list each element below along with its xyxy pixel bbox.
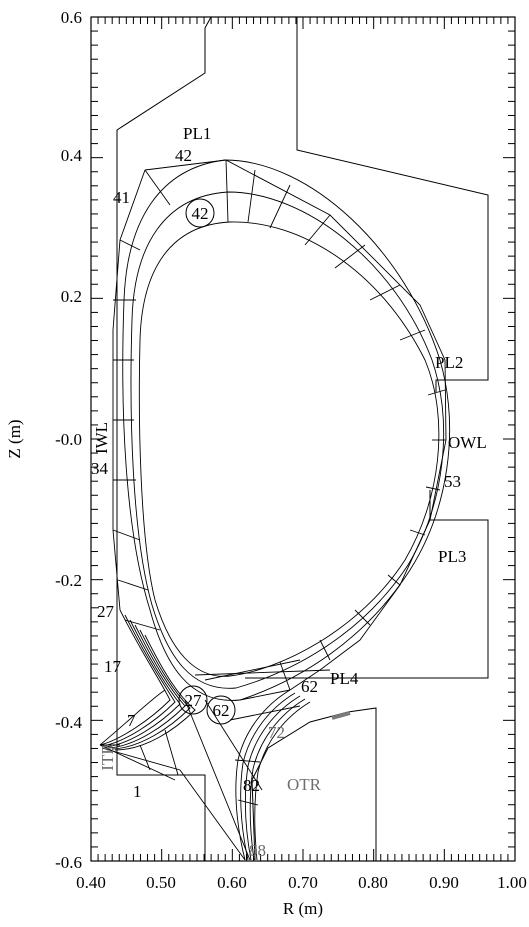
x-tick-label: 0.50 <box>146 873 176 892</box>
label-pl2: PL2 <box>435 353 463 372</box>
vessel-wall-outline <box>116 16 212 861</box>
inner-sol-boundary <box>112 169 146 611</box>
cell-number: 34 <box>91 459 109 478</box>
cell-number: 27 <box>97 602 115 621</box>
cell-number: 27 <box>185 691 203 710</box>
label-itr: ITR <box>98 743 117 771</box>
cell-number: 82 <box>243 776 260 795</box>
x-tick-label: 0.80 <box>358 873 388 892</box>
cell-number: 41 <box>113 188 130 207</box>
cell-number: 62 <box>213 701 230 720</box>
radial-mesh-lines <box>112 159 446 691</box>
x-tick-label: 0.90 <box>429 873 459 892</box>
outer-sol-boundary <box>144 159 447 691</box>
vessel-wall-pl3 <box>245 490 489 679</box>
y-tick-label: 0.4 <box>61 146 83 165</box>
y-axis-label: Z (m) <box>5 419 24 458</box>
x-tick-label: 0.60 <box>217 873 247 892</box>
y-tick-label: -0.4 <box>55 713 82 732</box>
cell-number: 42 <box>175 146 192 165</box>
mid-flux-surface <box>130 191 445 689</box>
vessel-wall-outline-right <box>296 17 489 392</box>
cell-marker-circle <box>206 695 236 725</box>
cell-number: 88 <box>249 841 266 860</box>
cell-number: 17 <box>104 657 122 676</box>
label-pl1: PL1 <box>183 124 211 143</box>
axis-ticks <box>90 16 516 862</box>
cell-number: 42 <box>192 204 209 223</box>
y-tick-label: 0.2 <box>61 287 82 306</box>
cell-number: 72 <box>268 723 285 742</box>
cell-marker-circle <box>185 198 215 228</box>
cell-marker-circle <box>178 685 208 715</box>
y-tick-label: -0.0 <box>55 430 82 449</box>
x-tick-label: 0.70 <box>288 873 318 892</box>
y-tick-label: 0.6 <box>61 8 82 27</box>
gas-puff-marker <box>331 711 351 720</box>
x-tick-label: 1.00 <box>497 873 527 892</box>
label-pl3: PL3 <box>438 547 466 566</box>
outer-divertor-leg-mesh <box>184 659 331 861</box>
label-pl4: PL4 <box>330 669 359 688</box>
separatrix-surface <box>122 159 451 701</box>
cell-number: 7 <box>127 711 136 730</box>
cell-number: 53 <box>444 472 461 491</box>
x-tick-label: 0.40 <box>76 873 106 892</box>
label-otr: OTR <box>287 775 322 794</box>
y-tick-label: -0.6 <box>55 853 82 872</box>
cell-number: 62 <box>301 677 318 696</box>
y-tick-label: -0.2 <box>55 571 82 590</box>
inner-flux-surface <box>138 221 440 677</box>
cell-number: 1 <box>133 782 142 801</box>
label-iwl: IWL <box>92 422 111 454</box>
x-axis-label: R (m) <box>283 899 323 918</box>
inner-divertor-leg-mesh <box>99 609 246 861</box>
label-owl: OWL <box>448 433 487 452</box>
